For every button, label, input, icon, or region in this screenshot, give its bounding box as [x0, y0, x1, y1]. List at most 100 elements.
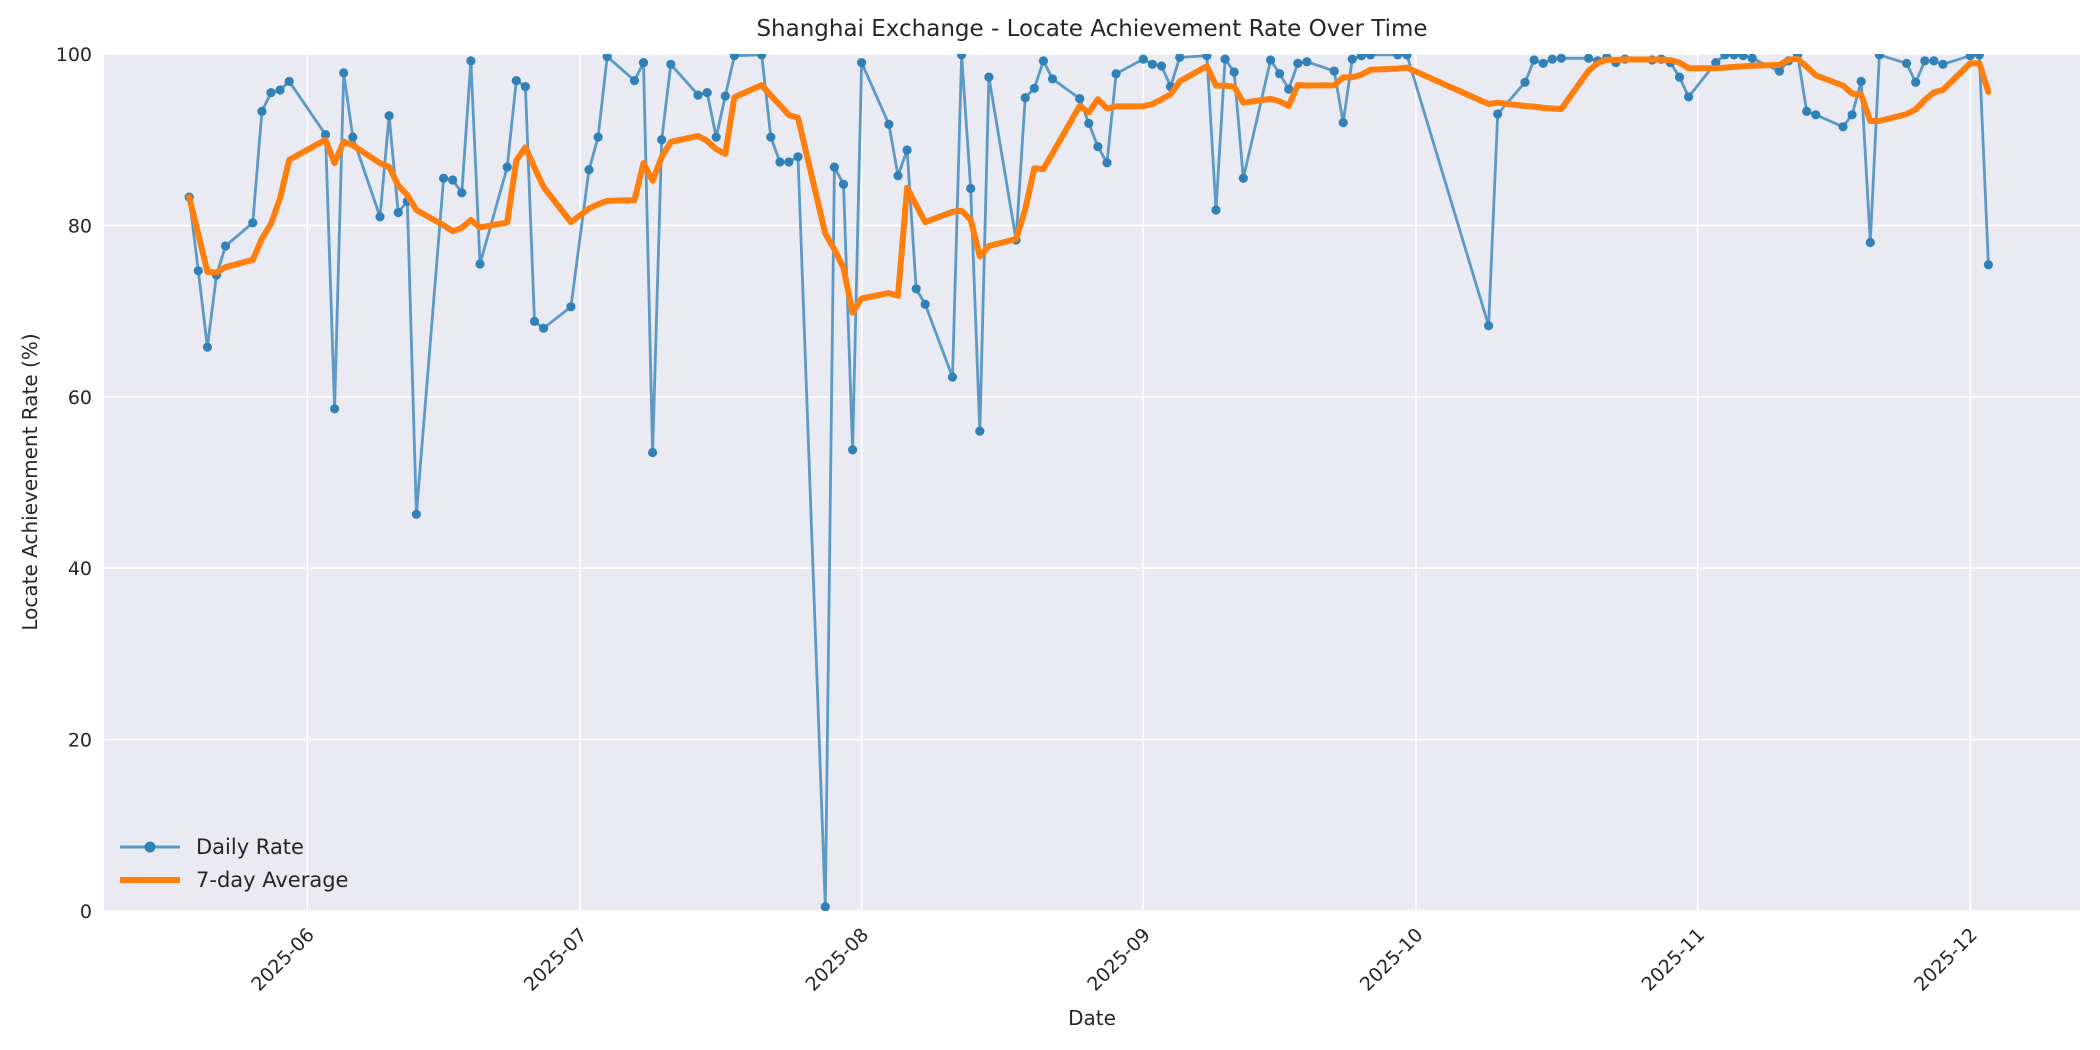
x-tick-label: 2025-08 [801, 924, 873, 996]
data-point-marker [1802, 106, 1812, 116]
data-point-marker [1020, 93, 1030, 103]
data-point-marker [1229, 67, 1239, 77]
data-point-marker [257, 106, 267, 116]
plot-background [104, 54, 2080, 911]
data-point-marker [702, 88, 712, 98]
data-point-marker [1329, 66, 1339, 76]
legend: Daily Rate 7-day Average [118, 834, 348, 893]
data-point-marker [602, 54, 612, 62]
data-point-marker [1847, 110, 1857, 120]
data-point-marker [1175, 54, 1185, 62]
data-point-marker [1911, 77, 1921, 87]
data-point-marker [339, 68, 349, 78]
x-tick-label: 2025-12 [1910, 924, 1982, 996]
data-point-marker [457, 188, 467, 198]
data-point-marker [848, 445, 858, 455]
chart-title: Shanghai Exchange - Locate Achievement R… [756, 16, 1428, 42]
data-point-marker [966, 183, 976, 194]
data-point-marker [920, 299, 930, 309]
data-point-marker [1874, 54, 1884, 60]
data-point-marker [1584, 54, 1594, 63]
data-point-marker [1138, 54, 1148, 64]
data-point-marker [1865, 237, 1875, 248]
data-point-marker [348, 132, 358, 142]
data-point-marker [1747, 54, 1757, 63]
data-point-marker [975, 426, 985, 436]
data-point-marker [820, 902, 830, 911]
data-point-marker [384, 111, 394, 121]
y-tick-label: 100 [56, 44, 92, 66]
data-point-marker [1902, 58, 1912, 68]
x-tick-label: 2025-09 [1083, 924, 1155, 996]
data-point-marker [529, 316, 540, 326]
data-point-marker [1147, 59, 1157, 69]
data-point-marker [893, 171, 903, 181]
data-point-marker [766, 132, 776, 142]
data-point-marker [593, 132, 603, 142]
x-gridlines [306, 54, 1972, 911]
data-point-marker [1202, 54, 1212, 61]
data-point-marker [1038, 56, 1048, 66]
data-point-marker [984, 72, 994, 82]
seven-day-average-line [186, 55, 1992, 316]
data-point-marker [1275, 69, 1285, 79]
data-point-marker [1093, 142, 1103, 152]
x-tick-label: 2025-07 [520, 924, 592, 996]
data-point-marker [466, 56, 476, 66]
data-point-marker [1520, 77, 1530, 87]
data-point-marker [648, 447, 658, 458]
data-point-marker [757, 54, 767, 60]
data-point-marker [1484, 321, 1494, 331]
data-point-marker [947, 372, 958, 382]
data-point-marker [1111, 69, 1121, 79]
data-point-marker [1729, 54, 1739, 60]
data-point-marker [539, 323, 549, 333]
data-point-marker [1974, 54, 1984, 60]
data-point-marker [884, 119, 894, 129]
data-point-marker [220, 241, 231, 251]
legend-item-daily-rate: Daily Rate [118, 834, 348, 860]
data-point-marker [1075, 94, 1085, 104]
data-point-marker [711, 132, 721, 142]
data-point-marker [1338, 118, 1348, 128]
data-point-marker [248, 218, 258, 228]
data-point-marker [1347, 54, 1357, 64]
data-point-marker [1983, 260, 1993, 270]
data-point-marker [793, 152, 803, 162]
data-point-marker [1293, 58, 1303, 68]
data-point-marker [729, 54, 739, 61]
seven-day-average-legend-sample-icon [120, 877, 180, 883]
data-point-marker [838, 179, 849, 189]
data-point-marker [1720, 54, 1730, 60]
y-tick-label: 0 [80, 901, 92, 923]
data-point-marker [1266, 55, 1276, 65]
data-point-marker [902, 145, 912, 155]
data-point-marker [1393, 54, 1403, 60]
data-point-marker [784, 157, 794, 167]
data-point-marker [857, 58, 867, 68]
data-point-marker [275, 85, 285, 95]
data-point-marker [411, 509, 421, 519]
y-tick-label: 80 [68, 215, 92, 237]
data-point-marker [1529, 55, 1539, 65]
x-tick-label: 2025-06 [247, 924, 319, 996]
data-point-marker [693, 90, 703, 100]
y-tick-label: 20 [68, 730, 92, 752]
y-tick-label: 40 [68, 558, 92, 580]
x-tick-label: 2025-10 [1356, 924, 1428, 996]
data-point-marker [1684, 92, 1694, 102]
data-point-marker [439, 173, 449, 183]
data-point-marker [502, 162, 512, 172]
legend-label-daily-rate: Daily Rate [196, 835, 304, 859]
data-point-marker [1365, 54, 1376, 60]
data-point-marker [1856, 76, 1866, 86]
data-point-marker [957, 54, 967, 60]
x-tick-label: 2025-11 [1637, 924, 1709, 996]
data-point-marker [393, 207, 403, 218]
data-point-marker [1711, 58, 1721, 68]
data-point-marker [1402, 54, 1412, 60]
data-point-marker [1047, 74, 1058, 84]
data-point-marker [1674, 72, 1685, 82]
data-point-marker [638, 58, 649, 68]
